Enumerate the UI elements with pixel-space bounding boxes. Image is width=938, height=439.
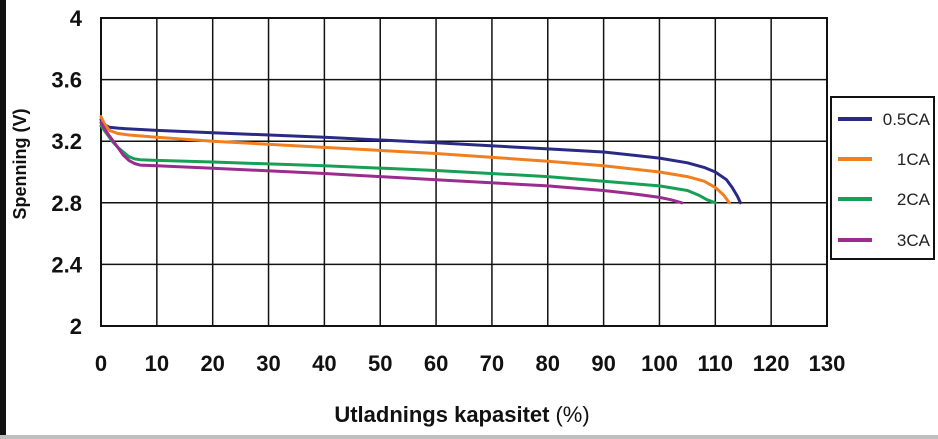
left-frame-edge — [0, 0, 6, 439]
bottom-frame-edge — [0, 435, 938, 439]
y-tick-label: 2 — [70, 314, 82, 339]
x-tick-label: 80 — [536, 351, 560, 376]
x-tick-label: 60 — [424, 351, 448, 376]
x-tick-label: 130 — [809, 351, 846, 376]
legend-label: 3CA — [897, 231, 931, 250]
x-tick-label: 40 — [312, 351, 336, 376]
x-axis-title: Utladnings kapasitet (%) — [334, 402, 589, 427]
y-tick-label: 3.6 — [51, 68, 82, 93]
series-line-3ca — [99, 121, 684, 205]
y-tick-label: 4 — [70, 6, 83, 31]
x-axis-ticks: 0 10 20 30 40 50 60 70 80 90 100 110 120 130 — [95, 351, 845, 376]
x-tick-label: 70 — [480, 351, 504, 376]
series-line-0-5ca — [99, 118, 742, 205]
x-tick-label: 100 — [641, 351, 678, 376]
x-tick-label: 10 — [145, 351, 169, 376]
y-tick-label: 2.4 — [51, 252, 82, 277]
x-tick-label: 90 — [591, 351, 615, 376]
legend-label: 0.5CA — [883, 110, 931, 129]
y-tick-label: 2.8 — [51, 191, 82, 216]
x-axis-title-unit: (%) — [555, 402, 589, 427]
series-lines — [99, 115, 742, 205]
x-tick-label: 0 — [95, 351, 107, 376]
x-tick-label: 110 — [698, 351, 734, 376]
y-axis-title: Spenning (V) — [10, 109, 30, 220]
x-axis-title-text: Utladnings kapasitet — [334, 402, 550, 427]
legend-label: 1CA — [897, 150, 931, 169]
legend: 0.5CA 1CA 2CA 3CA — [830, 96, 935, 260]
y-tick-label: 3.2 — [51, 129, 82, 154]
y-axis-ticks: 2 2.4 2.8 3.2 3.6 4 — [51, 6, 82, 339]
x-tick-label: 50 — [368, 351, 392, 376]
x-tick-label: 30 — [256, 351, 280, 376]
x-tick-label: 120 — [753, 351, 790, 376]
x-tick-label: 20 — [200, 351, 224, 376]
series-line-1ca — [99, 115, 731, 205]
plot-area — [100, 17, 828, 327]
legend-box — [830, 96, 935, 260]
legend-label: 2CA — [897, 190, 931, 209]
